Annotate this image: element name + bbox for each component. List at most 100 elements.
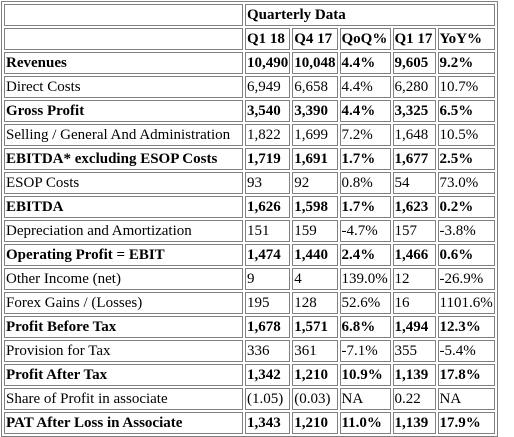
value-cell: 12 [392, 268, 436, 290]
value-cell: 1,719 [245, 148, 291, 170]
value-cell: 73.0% [437, 172, 495, 194]
value-cell: 157 [392, 220, 436, 242]
row-label: EBITDA [4, 196, 243, 218]
table-row: Selling / General And Administration 1,82… [4, 124, 495, 146]
value-cell: -5.4% [437, 340, 495, 362]
value-cell: 6.8% [339, 316, 391, 338]
value-cell: 151 [245, 220, 291, 242]
table-row: Direct Costs 6,949 6,658 4.4% 6,280 10.7% [4, 76, 495, 98]
value-cell: 1,571 [292, 316, 338, 338]
value-cell: 9 [245, 268, 291, 290]
value-cell: 52.6% [339, 292, 391, 314]
header-corner-cell [4, 28, 243, 50]
value-cell: 1,440 [292, 244, 338, 266]
value-cell: -4.7% [339, 220, 391, 242]
column-header: YoY% [437, 28, 495, 50]
value-cell: 0.8% [339, 172, 391, 194]
value-cell: NA [339, 388, 391, 410]
value-cell: (1.05) [245, 388, 291, 410]
value-cell: 336 [245, 340, 291, 362]
column-header: Q1 18 [245, 28, 291, 50]
table-row: PAT After Loss in Associate 1,343 1,210 11.… [4, 412, 495, 434]
value-cell: 1,139 [392, 364, 436, 386]
value-cell: 6,658 [292, 76, 338, 98]
value-cell: 92 [292, 172, 338, 194]
row-label: Depreciation and Amortization [4, 220, 243, 242]
value-cell: 10.5% [437, 124, 495, 146]
column-header: Q1 17 [392, 28, 436, 50]
table-row: EBITDA* excluding ESOP Costs 1,719 1,691 1.… [4, 148, 495, 170]
value-cell: 6,280 [392, 76, 436, 98]
table-row: Profit Before Tax 1,678 1,571 6.8% 1,494 12.3… [4, 316, 495, 338]
value-cell: 1,474 [245, 244, 291, 266]
value-cell: 1,466 [392, 244, 436, 266]
value-cell: -3.8% [437, 220, 495, 242]
value-cell: 1,494 [392, 316, 436, 338]
value-cell: NA [437, 388, 495, 410]
row-label: Profit Before Tax [4, 316, 243, 338]
value-cell: 0.2% [437, 196, 495, 218]
value-cell: 1.7% [339, 196, 391, 218]
quarterly-data-table: Quarterly Data Q1 18 Q4 17 QoQ% Q1 17 Yo… [1, 1, 498, 437]
column-header: QoQ% [339, 28, 391, 50]
value-cell: 128 [292, 292, 338, 314]
row-label: PAT After Loss in Associate [4, 412, 243, 434]
value-cell: 1,623 [392, 196, 436, 218]
value-cell: 4 [292, 268, 338, 290]
value-cell: 1,598 [292, 196, 338, 218]
value-cell: 12.3% [437, 316, 495, 338]
value-cell: 1,210 [292, 364, 338, 386]
row-label: Other Income (net) [4, 268, 243, 290]
table-row: Gross Profit 3,540 3,390 4.4% 3,325 6.5% [4, 100, 495, 122]
corner-cell [4, 4, 243, 26]
row-label: Forex Gains / (Losses) [4, 292, 243, 314]
row-label: Revenues [4, 52, 243, 74]
table-title: Quarterly Data [245, 4, 495, 26]
value-cell: 3,540 [245, 100, 291, 122]
row-label: Profit After Tax [4, 364, 243, 386]
column-header: Q4 17 [292, 28, 338, 50]
table-row: Forex Gains / (Losses) 195 128 52.6% 16 1101.… [4, 292, 495, 314]
title-row: Quarterly Data [4, 4, 495, 26]
row-label: Operating Profit = EBIT [4, 244, 243, 266]
value-cell: 3,390 [292, 100, 338, 122]
value-cell: 361 [292, 340, 338, 362]
value-cell: 139.0% [339, 268, 391, 290]
value-cell: 16 [392, 292, 436, 314]
table-row: ESOP Costs 93 92 0.8% 54 73.0% [4, 172, 495, 194]
value-cell: 1101.6% [437, 292, 495, 314]
value-cell: 17.8% [437, 364, 495, 386]
value-cell: 0.22 [392, 388, 436, 410]
value-cell: 2.5% [437, 148, 495, 170]
value-cell: 1,822 [245, 124, 291, 146]
value-cell: 1,626 [245, 196, 291, 218]
header-row: Q1 18 Q4 17 QoQ% Q1 17 YoY% [4, 28, 495, 50]
value-cell: 4.4% [339, 76, 391, 98]
value-cell: 11.0% [339, 412, 391, 434]
value-cell: 4.4% [339, 100, 391, 122]
value-cell: 1,139 [392, 412, 436, 434]
row-label: Selling / General And Administration [4, 124, 243, 146]
table-row: Operating Profit = EBIT 1,474 1,440 2.4% 1,4… [4, 244, 495, 266]
value-cell: -7.1% [339, 340, 391, 362]
table-row: Depreciation and Amortization 151 159 -4.7%… [4, 220, 495, 242]
value-cell: 6,949 [245, 76, 291, 98]
value-cell: 1,691 [292, 148, 338, 170]
value-cell: 355 [392, 340, 436, 362]
value-cell: (0.03) [292, 388, 338, 410]
value-cell: 10.9% [339, 364, 391, 386]
value-cell: 17.9% [437, 412, 495, 434]
value-cell: 1,210 [292, 412, 338, 434]
table-row: Other Income (net) 9 4 139.0% 12 -26.9% [4, 268, 495, 290]
row-label: Share of Profit in associate [4, 388, 243, 410]
table-row: Provision for Tax 336 361 -7.1% 355 -5.4% [4, 340, 495, 362]
value-cell: 1,677 [392, 148, 436, 170]
table-row: Profit After Tax 1,342 1,210 10.9% 1,139 17.8… [4, 364, 495, 386]
value-cell: 195 [245, 292, 291, 314]
table-row: EBITDA 1,626 1,598 1.7% 1,623 0.2% [4, 196, 495, 218]
value-cell: 1,648 [392, 124, 436, 146]
value-cell: 9,605 [392, 52, 436, 74]
value-cell: 1,678 [245, 316, 291, 338]
value-cell: 93 [245, 172, 291, 194]
value-cell: 0.6% [437, 244, 495, 266]
